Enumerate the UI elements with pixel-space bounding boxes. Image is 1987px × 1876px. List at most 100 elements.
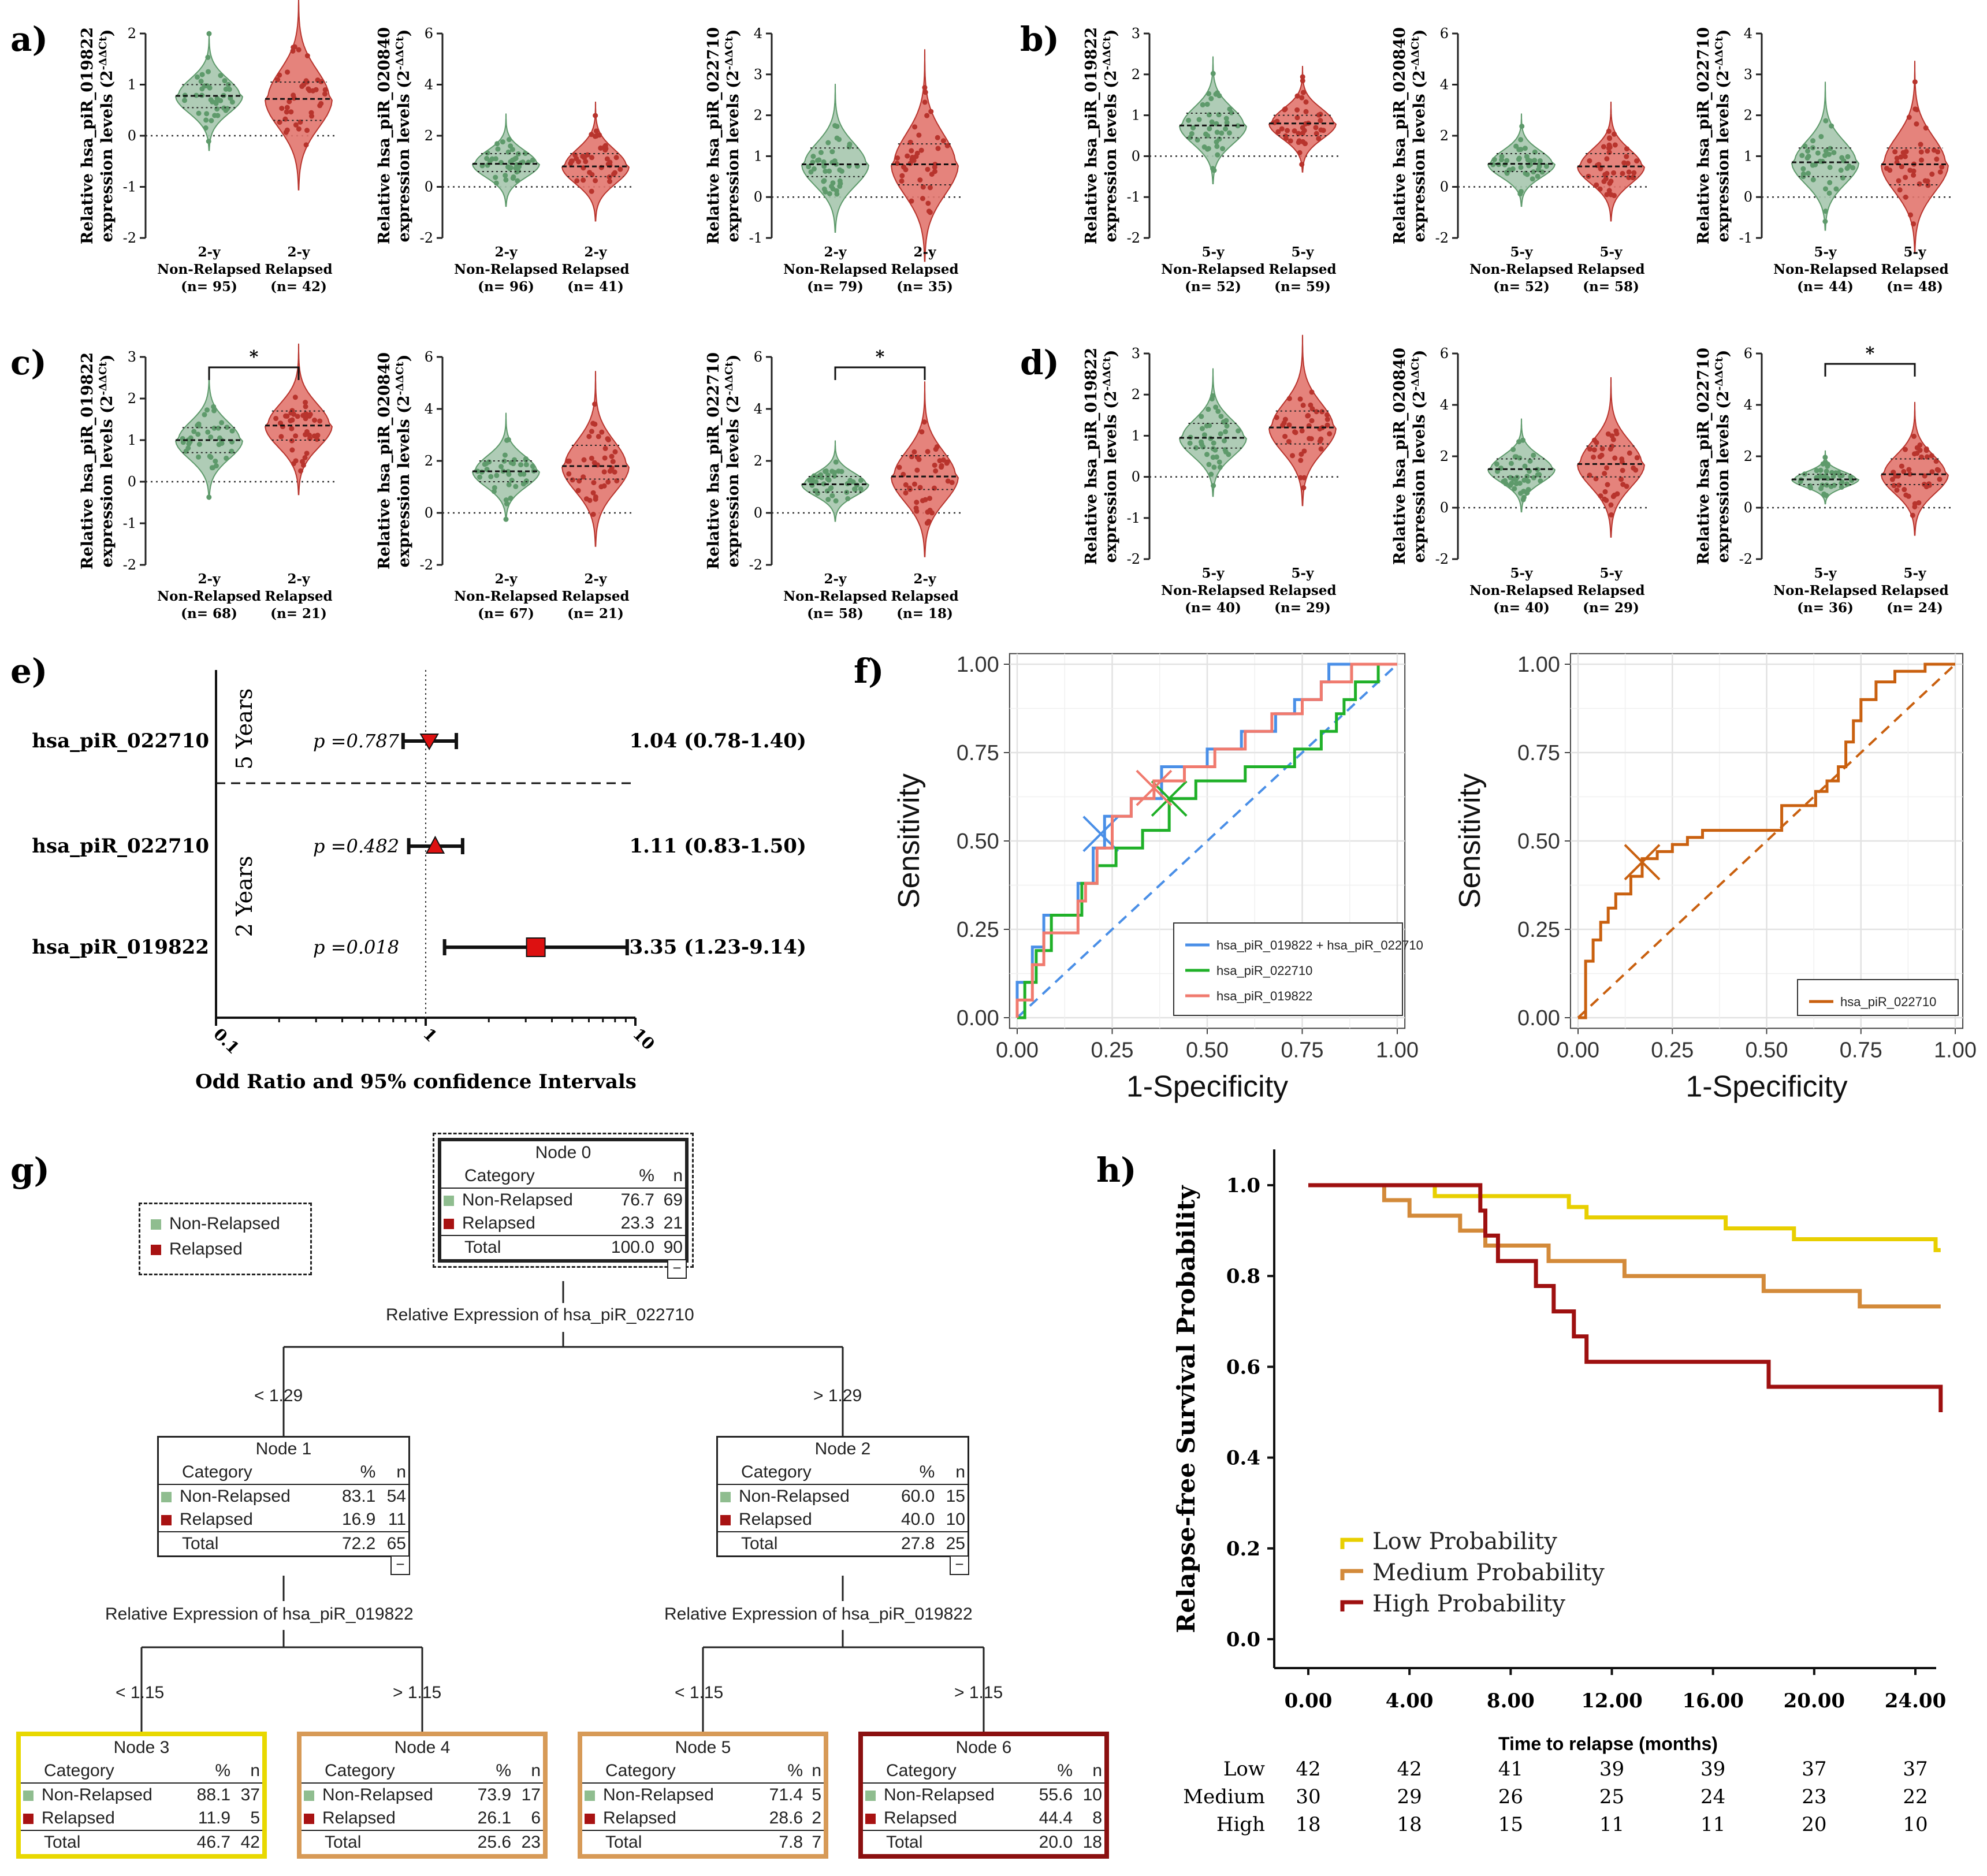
data-point <box>211 404 217 410</box>
data-point <box>203 125 209 131</box>
data-point <box>830 180 836 186</box>
data-point <box>213 458 218 464</box>
y-tick-label: 0 <box>425 505 433 521</box>
data-point <box>1830 471 1836 477</box>
tree-node-pct: 83.1 <box>341 1487 376 1506</box>
group-label-n: (n= 52) <box>1493 279 1550 295</box>
data-point <box>825 497 831 502</box>
tree-node-pct: 11.9 <box>198 1808 231 1827</box>
collapse-node-button[interactable]: − <box>667 1259 687 1279</box>
data-point <box>1525 157 1531 163</box>
data-point <box>1235 123 1241 129</box>
data-point <box>213 99 219 105</box>
data-point <box>203 117 209 123</box>
y-tick-label: 3 <box>1132 345 1140 362</box>
data-point <box>1850 165 1856 170</box>
data-point <box>806 164 812 170</box>
tree-node-n: 37 <box>240 1785 260 1804</box>
data-point <box>1527 458 1533 464</box>
y-axis-label-line1: Relative hsa_piR_022710 <box>705 352 723 570</box>
y-tick-label: -1 <box>1739 230 1752 246</box>
y-axis-label-line1: Relative hsa_piR_020840 <box>1391 27 1409 244</box>
forest-row-or-text: 1.11 (0.83-1.50) <box>629 835 806 858</box>
data-point <box>599 429 605 435</box>
tree-legend: Non-Relapsed Relapsed <box>139 1203 312 1275</box>
data-point <box>1222 438 1227 444</box>
tree-node-n: 5 <box>812 1785 821 1804</box>
data-point <box>493 174 498 180</box>
data-point <box>1599 446 1605 452</box>
data-point <box>288 109 294 115</box>
tree-connector <box>702 1630 985 1732</box>
data-point <box>209 118 214 124</box>
roc-x-tick-label: 0.00 <box>1557 1038 1599 1062</box>
tree-node-n: n <box>805 1759 824 1784</box>
data-point <box>834 135 840 141</box>
data-point <box>1282 434 1288 440</box>
group-label-period: 2-y <box>198 571 221 587</box>
data-point <box>1591 454 1597 460</box>
significance-bracket <box>1824 363 1916 377</box>
data-point <box>523 461 529 467</box>
violin-shape <box>561 101 630 222</box>
data-point <box>1800 166 1806 172</box>
tree-node-row: Category% n <box>582 1759 824 1784</box>
data-point <box>1620 170 1625 176</box>
data-point <box>1899 463 1904 469</box>
tree-node-3: Node 3 Category% n Non-Relapsed 88.1 37 Relaps… <box>16 1732 267 1859</box>
violin-chart-a1: 2 1 0 -1 -2 Relative hsa_piR_019822 expression… <box>79 0 336 295</box>
group-label-period: 2-y <box>585 244 608 260</box>
data-point <box>1604 192 1610 198</box>
y-axis-label-line2: expression levels (2-ΔΔCt) <box>1101 350 1121 563</box>
data-point <box>1923 446 1929 452</box>
data-point <box>590 490 596 496</box>
data-point <box>1316 136 1322 142</box>
group-label-name: Relapsed <box>561 589 629 604</box>
group-label-name: Non-Relapsed <box>783 262 887 277</box>
data-point <box>1810 162 1815 168</box>
collapse-node-button[interactable]: − <box>390 1555 410 1575</box>
data-point <box>1286 438 1292 444</box>
group-label-n: (n= 59) <box>1274 279 1331 295</box>
group-label-name: Non-Relapsed <box>1161 583 1265 598</box>
tree-node-category: Non-Relapsed <box>863 1783 1028 1807</box>
data-point <box>512 457 518 463</box>
tree-node-category: Category <box>159 1461 329 1485</box>
category-swatch <box>161 1515 172 1526</box>
data-point <box>823 189 828 195</box>
data-point <box>293 122 299 128</box>
panel-letter-g: g) <box>10 1151 50 1190</box>
y-tick-label: 0 <box>1440 500 1449 516</box>
data-point <box>821 178 827 184</box>
roc-chart-f2: 0.00 0.25 0.50 0.75 1.00 0.00 0.25 0.50 0.75 1.00… <box>1453 653 1977 1103</box>
km-legend-swatch <box>1340 1600 1363 1611</box>
data-point <box>1313 409 1319 415</box>
data-point <box>1597 186 1603 192</box>
data-point <box>1211 464 1217 470</box>
data-point <box>1799 152 1805 158</box>
data-point <box>593 113 598 118</box>
violin-chart-d2: 6 4 2 0 -2 Relative hsa_piR_020840 expression … <box>1391 345 1649 616</box>
y-tick-label: 0 <box>1440 179 1449 195</box>
data-point <box>609 453 615 459</box>
data-point <box>204 83 210 89</box>
group-label-period: 5-y <box>1202 565 1225 581</box>
data-point <box>583 496 589 502</box>
data-point <box>932 462 937 468</box>
data-point <box>188 435 194 441</box>
data-point <box>907 139 913 145</box>
data-point <box>1823 148 1829 154</box>
collapse-node-button[interactable]: − <box>950 1555 969 1575</box>
data-point <box>837 178 843 184</box>
data-point <box>289 426 295 431</box>
y-tick-label: 1 <box>1132 427 1140 444</box>
tree-node-4: Node 4 Category% n Non-Relapsed 73.9 17 Relaps… <box>297 1732 548 1859</box>
data-point <box>492 485 497 490</box>
tree-node-row: Relapsed 44.4 8 <box>863 1807 1104 1830</box>
y-axis-label-line1: Relative hsa_piR_020840 <box>375 27 393 244</box>
data-point <box>322 87 328 92</box>
data-point <box>1820 461 1826 467</box>
data-point <box>922 90 928 95</box>
y-tick-label: 4 <box>425 77 433 93</box>
